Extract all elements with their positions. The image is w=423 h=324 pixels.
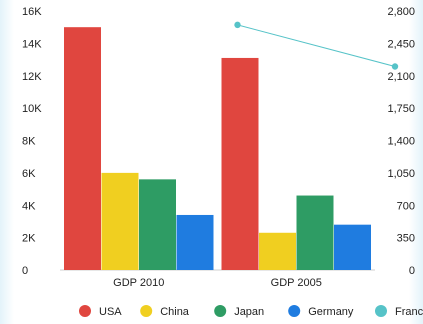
left-tick-label: 16K	[22, 6, 42, 18]
bar-china-0	[101, 172, 139, 270]
legend-label: Germany	[308, 306, 354, 318]
category-label: GDP 2005	[271, 277, 322, 289]
right-tick-label: 1,750	[387, 103, 415, 115]
legend-label: France	[395, 306, 423, 318]
right-axis: 0 350 700 1,050 1,400 1,750 2,100 2,450 2,800	[387, 6, 415, 277]
right-tick-label: 1,400	[387, 136, 415, 148]
right-tick-label: 700	[397, 200, 415, 212]
right-tick-label: 0	[409, 265, 415, 277]
legend: USA China Japan Germany France	[79, 305, 423, 318]
bar-usa-0	[64, 27, 101, 270]
left-tick-label: 12K	[22, 71, 42, 83]
right-tick-label: 350	[397, 233, 415, 245]
legend-swatch-japan	[214, 305, 227, 317]
bar-japan-1	[296, 195, 334, 270]
right-tick-label: 2,800	[387, 6, 415, 18]
bar-germany-0	[176, 214, 214, 270]
bar-japan-0	[139, 179, 176, 270]
bar-china-1	[259, 232, 296, 270]
point-france-1	[391, 63, 399, 70]
left-tick-label: 4K	[22, 200, 36, 212]
bars-group	[64, 27, 371, 270]
bar-usa-1	[221, 57, 259, 270]
legend-label: China	[160, 306, 190, 318]
left-tick-label: 2K	[22, 233, 36, 245]
left-tick-label: 10K	[22, 103, 42, 115]
right-tick-label: 2,450	[387, 38, 415, 50]
line-series-group	[234, 21, 399, 70]
bar-germany-1	[334, 224, 371, 270]
point-france-0	[234, 21, 241, 29]
category-labels: GDP 2010 GDP 2005	[113, 277, 322, 289]
legend-label: Japan	[234, 306, 264, 318]
left-tick-label: 8K	[22, 136, 36, 148]
right-tick-label: 1,050	[387, 168, 415, 180]
line-france	[237, 24, 396, 67]
left-axis: 0 2K 4K 6K 8K 10K 12K 14K 16K	[22, 6, 42, 277]
legend-swatch-france	[375, 305, 387, 317]
category-label: GDP 2010	[113, 277, 164, 289]
legend-swatch-usa	[79, 305, 91, 317]
legend-swatch-china	[140, 305, 153, 317]
left-tick-label: 0	[22, 265, 28, 277]
right-tick-label: 2,100	[387, 71, 415, 83]
legend-label: USA	[99, 306, 122, 318]
left-tick-label: 14K	[22, 38, 42, 50]
left-tick-label: 6K	[22, 168, 36, 180]
legend-swatch-germany	[288, 305, 301, 317]
